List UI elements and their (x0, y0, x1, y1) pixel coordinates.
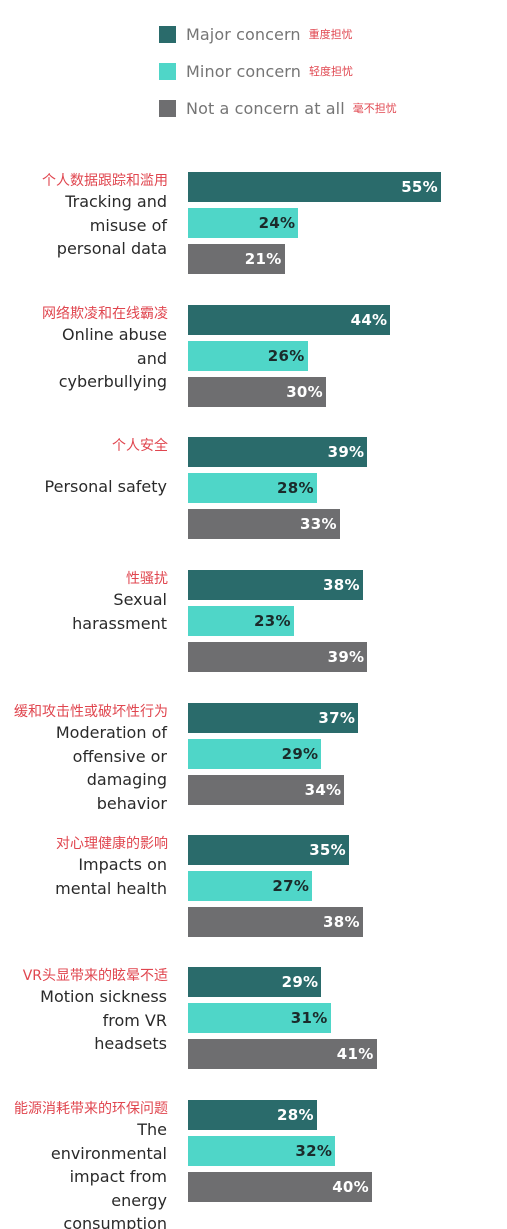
bar-value-label: 21% (244, 250, 282, 268)
bar: 38% (188, 907, 363, 937)
category-label: Personal safety (44, 477, 167, 496)
bar: 30% (188, 377, 326, 407)
bar-value-label: 35% (309, 841, 346, 859)
bar: 38% (188, 570, 363, 600)
bar-value-label: 44% (350, 311, 388, 329)
category-label-zh: 个人安全 (112, 438, 168, 454)
category-label-zh: 个人数据跟踪和滥用 (42, 173, 168, 189)
legend-label-minor: Minor concern (186, 61, 301, 81)
bar-value-label: 24% (258, 214, 296, 232)
category-label: The environmental impact from energy con… (50, 1120, 167, 1229)
legend-swatch-major (159, 25, 176, 43)
bar: 41% (188, 1039, 377, 1069)
bar-value-label: 34% (304, 781, 342, 799)
bar: 31% (188, 1003, 331, 1033)
bar-value-label: 38% (322, 913, 360, 931)
category-label: Tracking and misuse of personal data (56, 192, 167, 258)
bar-value-label: 31% (290, 1009, 328, 1027)
category-label: Online abuse and cyberbullying (58, 325, 167, 391)
bar-value-label: 55% (401, 178, 438, 196)
bar: 35% (188, 835, 349, 865)
legend-label-major-zh: 重度担忧 (308, 28, 353, 41)
category-label: Motion sickness from VR headsets (40, 987, 167, 1053)
legend-label-none-zh: 毫不担忧 (352, 102, 397, 115)
category-label: Moderation of offensive or damaging beha… (55, 723, 167, 813)
bar: 23% (188, 606, 294, 636)
bar-value-label: 27% (272, 877, 310, 895)
legend-item-none: Not a concern at all 毫不担忧 (159, 97, 397, 119)
bar-value-label: 29% (281, 745, 319, 763)
category-label-zh: 能源消耗带来的环保问题 (14, 1101, 168, 1117)
bar-value-label: 32% (295, 1142, 333, 1160)
legend-swatch-minor (159, 62, 176, 80)
bar-value-label: 40% (332, 1178, 369, 1196)
bar: 29% (188, 739, 322, 769)
bar-value-label: 33% (299, 515, 337, 533)
legend-item-major: Major concern 重度担忧 (159, 23, 353, 45)
bar-value-label: 28% (276, 479, 314, 497)
bar: 39% (188, 642, 368, 672)
category-label-zh: VR头显带来的眩晕不适 (22, 968, 168, 984)
bar: 24% (188, 208, 299, 238)
bar: 33% (188, 509, 340, 539)
legend-swatch-none (159, 99, 176, 117)
bar-value-label: 41% (336, 1045, 374, 1063)
bar-value-label: 38% (322, 576, 360, 594)
bar: 28% (188, 473, 317, 503)
bar: 27% (188, 871, 313, 901)
bar: 55% (188, 172, 441, 202)
category-label: Impacts on mental health (55, 855, 167, 898)
bar-value-label: 30% (286, 383, 323, 401)
bar-value-label: 29% (281, 973, 319, 991)
legend-item-minor: Minor concern 轻度担忧 (159, 60, 353, 82)
bar: 40% (188, 1172, 372, 1202)
chart-legend: Major concern 重度担忧 Minor concern 轻度担忧 No… (159, 0, 499, 130)
category-label-zh: 对心理健康的影响 (56, 836, 168, 852)
bar: 21% (188, 244, 285, 274)
bar-value-label: 23% (253, 612, 291, 630)
bar-value-label: 37% (318, 709, 356, 727)
bar-value-label: 28% (276, 1106, 314, 1124)
legend-label-major: Major concern (186, 24, 301, 44)
bar-value-label: 26% (267, 347, 305, 365)
category-label: Sexual harassment (72, 590, 167, 633)
bar: 28% (188, 1100, 317, 1130)
category-label-zh: 性骚扰 (126, 571, 168, 587)
legend-label-none: Not a concern at all (186, 98, 345, 118)
bar: 39% (188, 437, 368, 467)
bar-value-label: 39% (327, 443, 365, 461)
bar: 29% (188, 967, 322, 997)
bar: 34% (188, 775, 345, 805)
bar: 26% (188, 341, 308, 371)
bar: 37% (188, 703, 359, 733)
bar: 32% (188, 1136, 336, 1166)
bar: 44% (188, 305, 391, 335)
category-label-zh: 网络欺凌和在线霸凌 (42, 306, 168, 322)
category-label-zh: 缓和攻击性或破坏性行为 (14, 704, 168, 720)
bar-value-label: 39% (327, 648, 365, 666)
legend-label-minor-zh: 轻度担忧 (308, 65, 353, 78)
